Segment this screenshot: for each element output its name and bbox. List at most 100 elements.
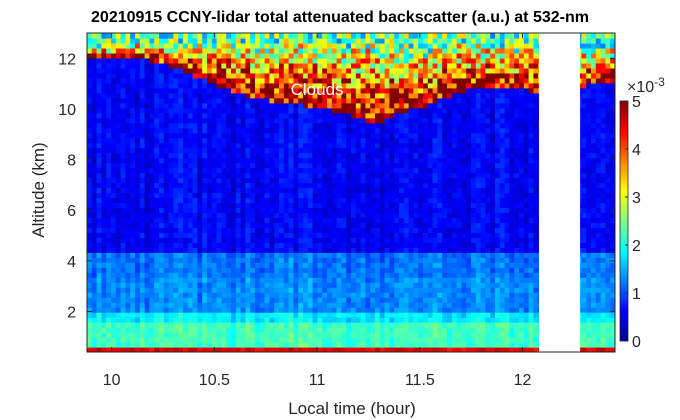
backscatter-cell	[283, 337, 290, 343]
backscatter-cell	[370, 272, 376, 278]
backscatter-cell	[336, 297, 342, 303]
backscatter-cell	[283, 167, 290, 174]
backscatter-cell	[327, 202, 333, 209]
backscatter-cell	[202, 137, 208, 144]
backscatter-cell	[346, 212, 352, 219]
backscatter-cell	[135, 252, 141, 258]
backscatter-cell	[375, 277, 381, 283]
backscatter-cell	[173, 297, 179, 303]
backscatter-cell	[375, 222, 381, 228]
backscatter-cell	[379, 47, 386, 54]
backscatter-cell	[231, 292, 237, 298]
backscatter-cell	[317, 267, 323, 273]
backscatter-cell	[192, 147, 198, 154]
backscatter-cell	[111, 132, 117, 139]
backscatter-cell	[327, 92, 333, 99]
backscatter-cell	[437, 347, 443, 352]
backscatter-cell	[221, 187, 227, 194]
backscatter-cell	[379, 307, 386, 313]
backscatter-cell	[211, 292, 218, 298]
backscatter-cell	[159, 102, 165, 109]
backscatter-cell	[360, 47, 366, 54]
backscatter-cell	[269, 142, 275, 149]
backscatter-cell	[331, 337, 338, 343]
backscatter-cell	[240, 97, 246, 104]
backscatter-cell	[207, 77, 213, 84]
backscatter-cell	[255, 177, 261, 184]
backscatter-cell	[442, 282, 448, 288]
backscatter-cell	[178, 332, 184, 338]
backscatter-cell	[245, 187, 251, 194]
backscatter-cell	[139, 122, 146, 129]
backscatter-cell	[355, 257, 362, 263]
backscatter-cell	[159, 347, 165, 352]
backscatter-cell	[288, 97, 294, 104]
backscatter-cell	[403, 137, 410, 144]
backscatter-cell	[202, 182, 208, 189]
backscatter-cell	[178, 267, 184, 273]
backscatter-cell	[274, 137, 280, 144]
backscatter-cell	[389, 262, 395, 268]
backscatter-cell	[168, 322, 174, 328]
backscatter-cell	[245, 337, 251, 343]
backscatter-cell	[115, 277, 122, 283]
backscatter-cell	[240, 312, 246, 318]
backscatter-cell	[163, 57, 170, 64]
backscatter-cell	[231, 272, 237, 278]
backscatter-cell	[399, 197, 405, 204]
backscatter-cell	[399, 187, 405, 194]
backscatter-cell	[96, 247, 102, 253]
backscatter-cell	[130, 67, 136, 74]
backscatter-cell	[331, 137, 338, 144]
backscatter-cell	[370, 152, 376, 159]
backscatter-cell	[418, 162, 424, 169]
backscatter-cell	[159, 72, 165, 79]
backscatter-cell	[322, 217, 328, 224]
backscatter-cell	[250, 262, 256, 268]
backscatter-cell	[192, 242, 198, 248]
backscatter-cell	[163, 102, 170, 109]
backscatter-cell	[87, 42, 93, 49]
backscatter-cell	[221, 207, 227, 214]
backscatter-cell	[269, 112, 275, 119]
backscatter-cell	[159, 337, 165, 343]
backscatter-cell	[437, 212, 443, 219]
backscatter-cell	[389, 37, 395, 44]
backscatter-cell	[288, 197, 294, 204]
backscatter-cell	[135, 262, 141, 268]
backscatter-cell	[168, 247, 174, 253]
backscatter-cell	[389, 97, 395, 104]
backscatter-cell	[394, 337, 400, 343]
backscatter-cell	[235, 97, 242, 104]
backscatter-cell	[408, 272, 414, 278]
backscatter-cell	[207, 117, 213, 124]
backscatter-cell	[312, 47, 318, 54]
backscatter-cell	[173, 222, 179, 228]
backscatter-cell	[226, 192, 232, 199]
backscatter-cell	[456, 282, 462, 288]
backscatter-cell	[351, 132, 357, 139]
backscatter-cell	[235, 37, 242, 44]
backscatter-cell	[120, 292, 126, 298]
backscatter-cell	[154, 77, 160, 84]
backscatter-cell	[307, 97, 314, 104]
backscatter-cell	[245, 307, 251, 313]
backscatter-cell	[341, 322, 347, 328]
backscatter-cell	[106, 292, 112, 298]
backscatter-cell	[351, 212, 357, 219]
backscatter-cell	[351, 107, 357, 114]
backscatter-cell	[187, 33, 194, 39]
backscatter-cell	[322, 137, 328, 144]
backscatter-cell	[346, 262, 352, 268]
backscatter-cell	[115, 42, 122, 49]
backscatter-cell	[154, 87, 160, 94]
backscatter-cell	[178, 132, 184, 139]
backscatter-cell	[235, 87, 242, 94]
backscatter-cell	[211, 72, 218, 79]
backscatter-cell	[178, 347, 184, 352]
backscatter-cell	[87, 33, 93, 39]
backscatter-cell	[240, 342, 246, 348]
backscatter-cell	[216, 167, 222, 174]
backscatter-cell	[403, 297, 410, 303]
backscatter-cell	[154, 82, 160, 89]
